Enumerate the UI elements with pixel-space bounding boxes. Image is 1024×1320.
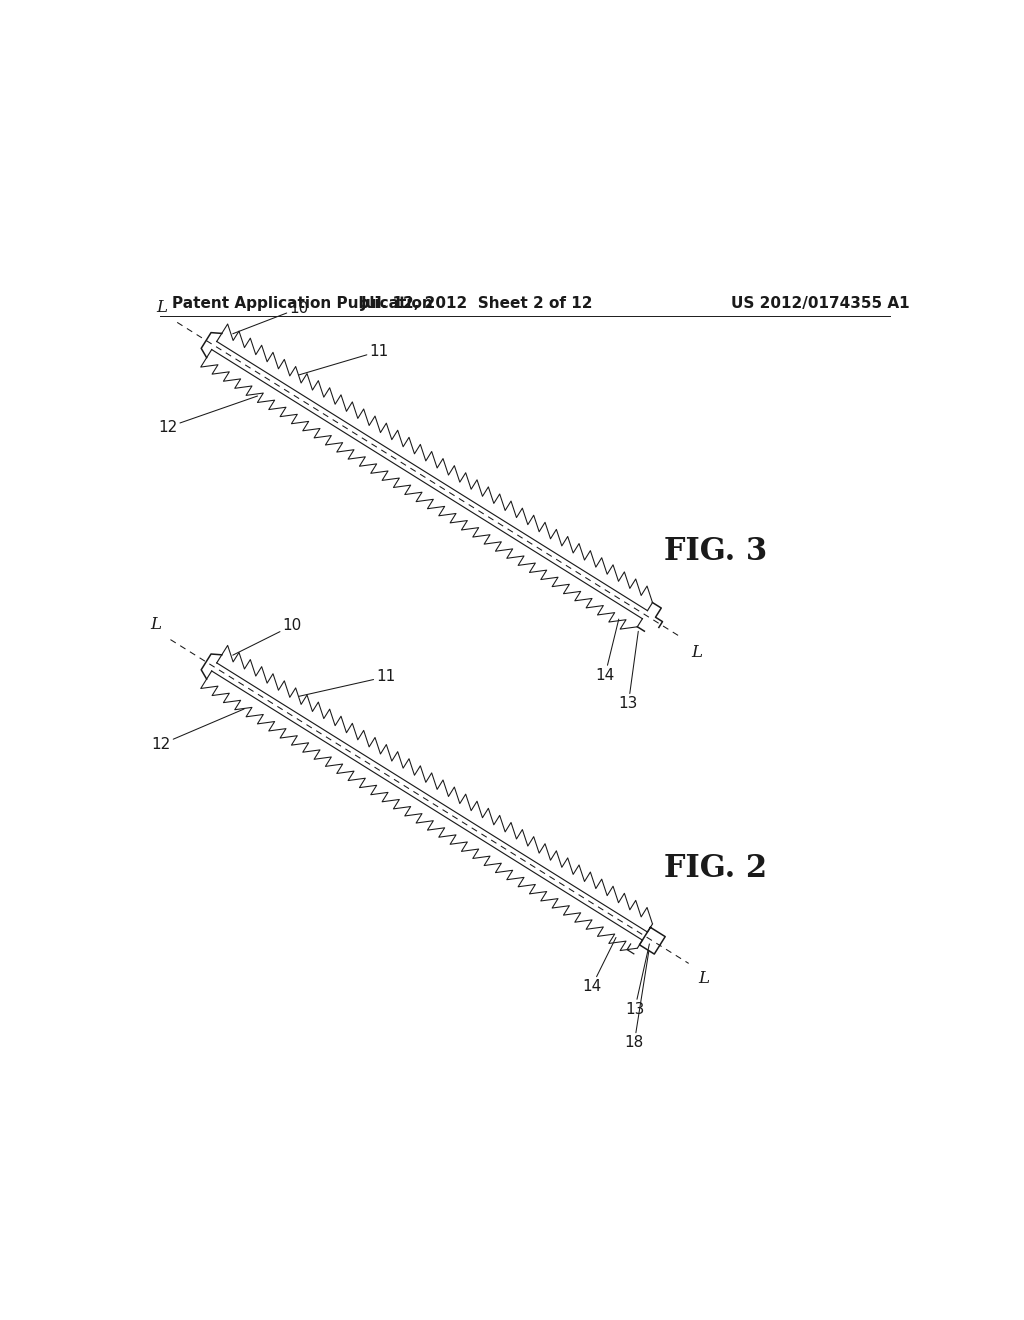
Text: 18: 18 — [625, 950, 649, 1051]
Text: 14: 14 — [595, 619, 618, 682]
Text: 11: 11 — [299, 669, 395, 697]
Text: 13: 13 — [625, 944, 649, 1016]
Text: FIG. 3: FIG. 3 — [664, 536, 767, 568]
Text: 10: 10 — [232, 301, 308, 334]
Text: FIG. 2: FIG. 2 — [664, 854, 767, 884]
Text: L: L — [691, 644, 702, 661]
Text: L: L — [150, 616, 161, 634]
Text: 13: 13 — [618, 631, 638, 711]
Text: 14: 14 — [582, 937, 616, 994]
Text: 10: 10 — [232, 618, 302, 655]
Text: L: L — [698, 970, 710, 987]
Text: L: L — [157, 300, 168, 315]
Text: 12: 12 — [158, 396, 257, 434]
Text: Patent Application Publication: Patent Application Publication — [172, 297, 432, 312]
Text: 11: 11 — [299, 343, 389, 375]
Text: 12: 12 — [152, 709, 244, 752]
Text: Jul. 12, 2012  Sheet 2 of 12: Jul. 12, 2012 Sheet 2 of 12 — [360, 297, 594, 312]
Text: US 2012/0174355 A1: US 2012/0174355 A1 — [731, 297, 909, 312]
